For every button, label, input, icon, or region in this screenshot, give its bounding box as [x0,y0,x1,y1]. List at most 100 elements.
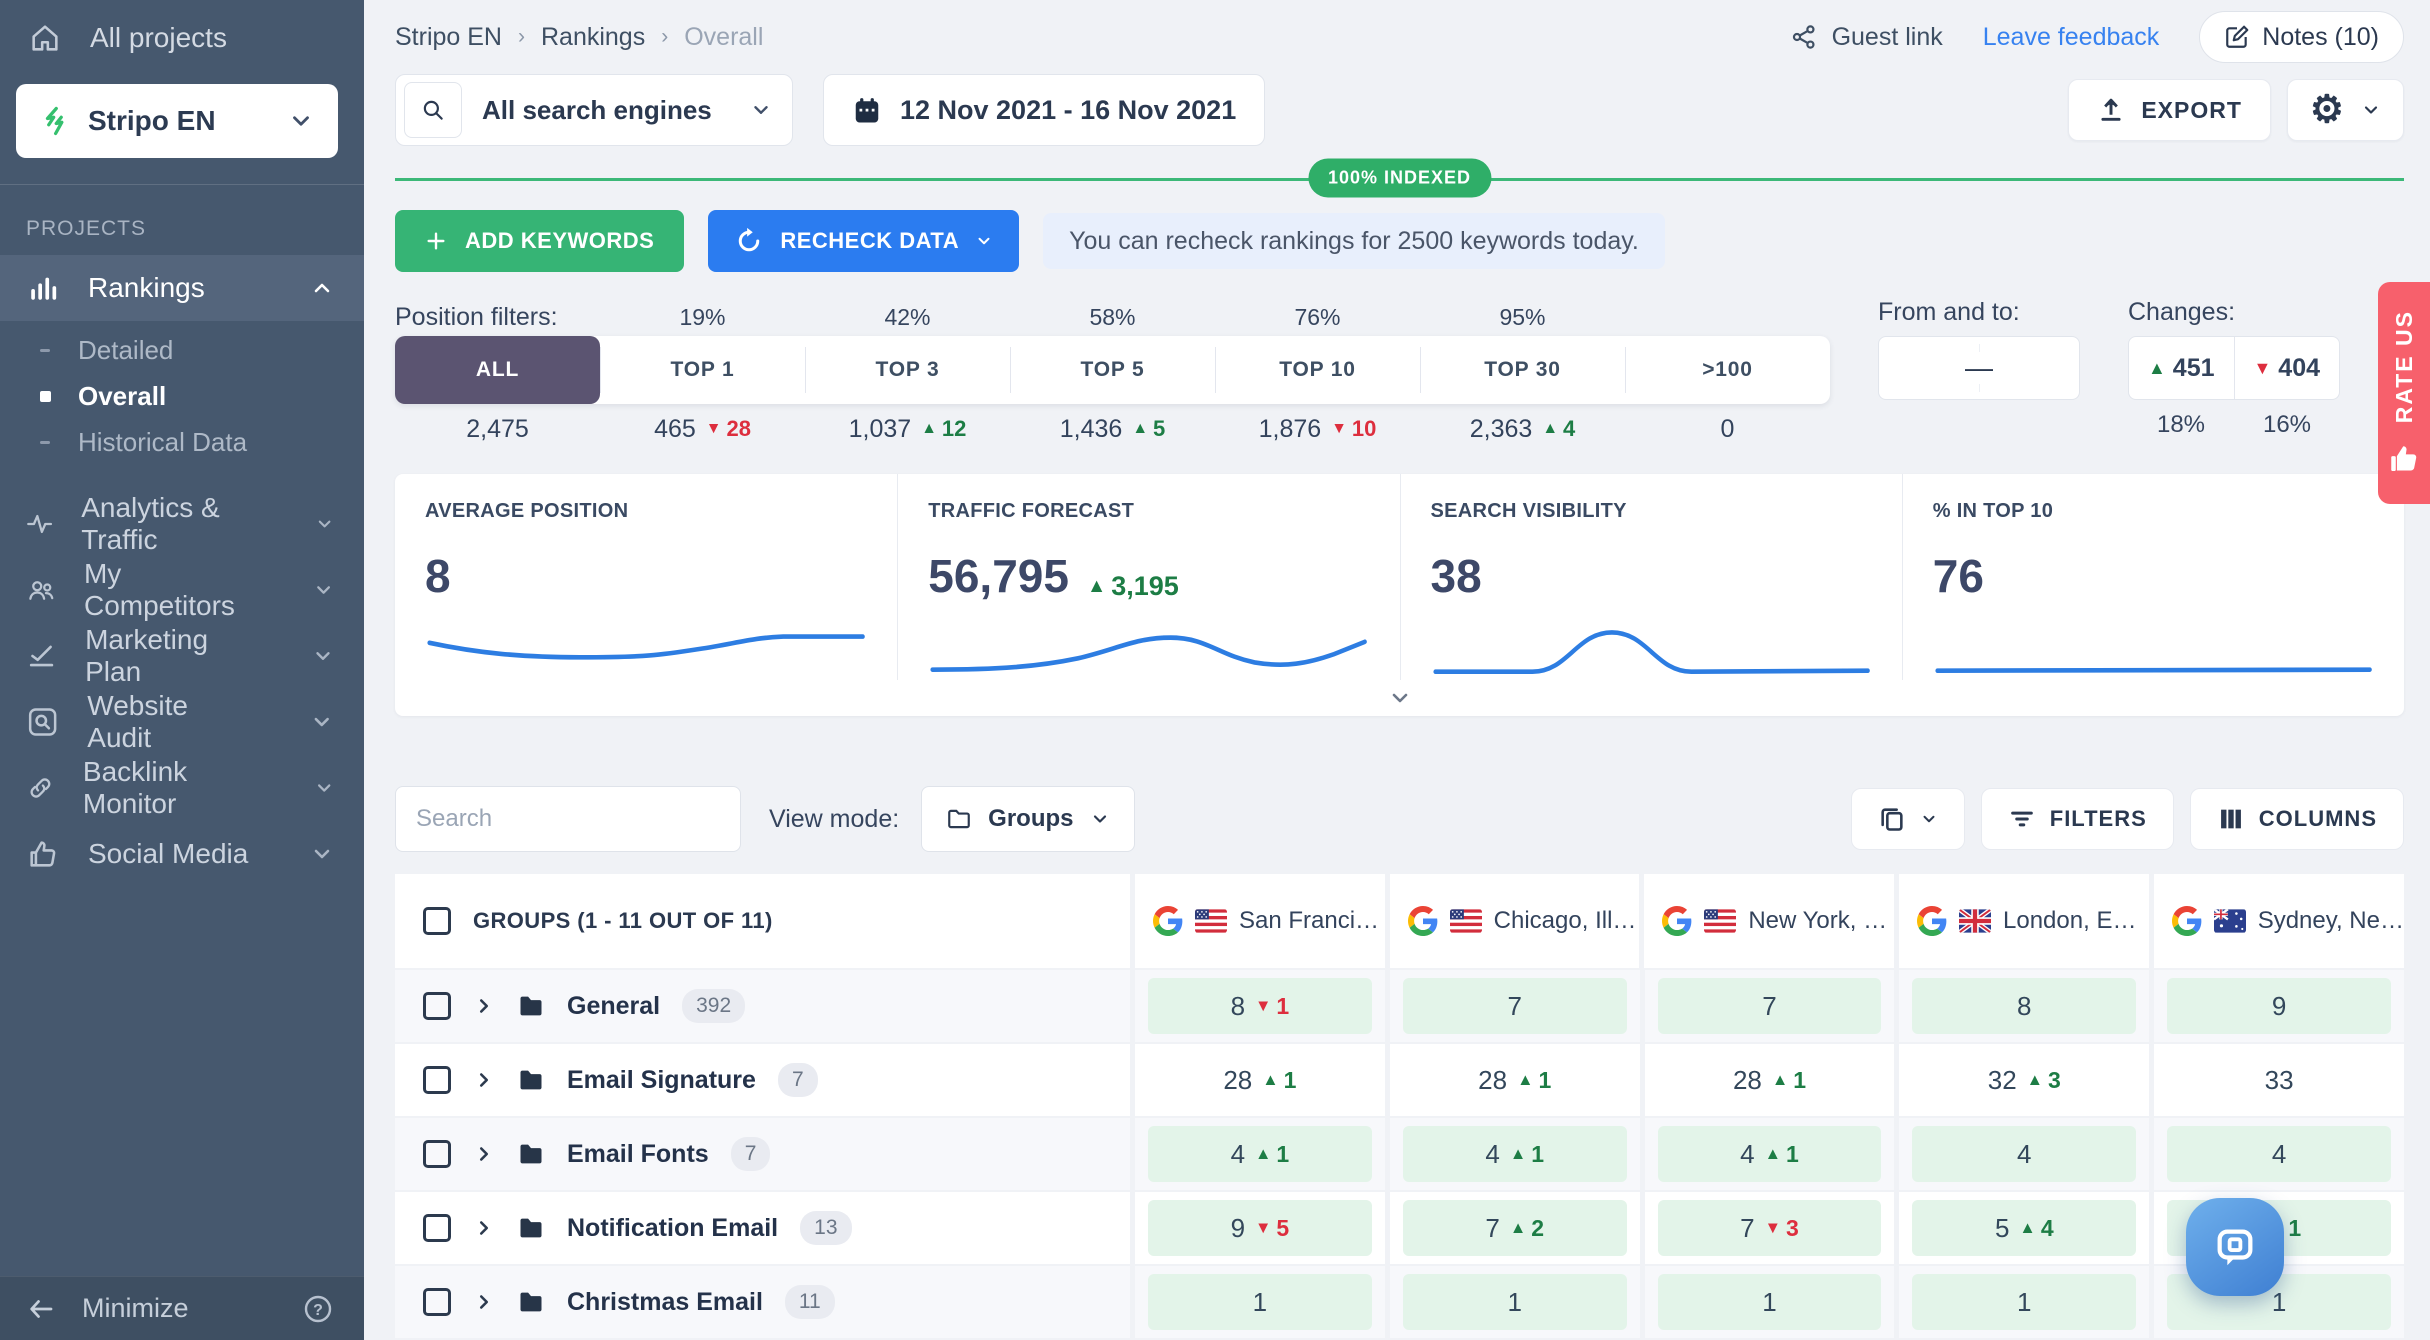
export-button[interactable]: EXPORT [2068,79,2271,142]
select-all-checkbox[interactable] [423,907,451,935]
expand-chevron-icon[interactable] [473,995,495,1017]
sidebar-item-social-media[interactable]: Social Media [0,821,364,887]
rank-cell[interactable]: 1 [1657,1274,1882,1330]
notes-button[interactable]: Notes (10) [2199,11,2404,64]
rank-cell[interactable]: 1 [1148,1274,1372,1330]
rank-cell[interactable]: 8 [1912,978,2137,1034]
folder-icon [517,1066,545,1094]
from-to-input[interactable]: — [1878,336,2080,400]
expand-chevron-icon[interactable] [473,1291,495,1313]
recheck-data-button[interactable]: RECHECK DATA [708,210,1020,272]
expand-chevron-icon[interactable] [473,1217,495,1239]
group-name[interactable]: Notification Email [567,1213,779,1242]
tab-top5[interactable]: TOP 5 [1010,336,1215,404]
rank-cell[interactable]: 95 [1148,1200,1372,1256]
card-title: SEARCH VISIBILITY [1430,500,1627,522]
expand-chevron-icon[interactable] [473,1143,495,1165]
column-header-chicago[interactable]: Chicago, Ill… [1389,874,1640,968]
column-header-sydney[interactable]: Sydney, Ne… [2153,874,2404,968]
rank-cell[interactable]: 72 [1402,1200,1627,1256]
search-engines-select[interactable]: All search engines [395,74,793,147]
rank-cell[interactable]: 323 [1912,1052,2136,1108]
group-name[interactable]: Christmas Email [567,1287,763,1316]
rank-cell[interactable]: 281 [1148,1052,1372,1108]
sidebar-item-historical-data[interactable]: Historical Data [0,419,364,465]
group-name[interactable]: Email Signature [567,1065,756,1094]
sidebar-item-overall[interactable]: Overall [0,373,364,419]
rank-cell[interactable]: 73 [1657,1200,1882,1256]
rank-cell[interactable]: 7 [1402,978,1627,1034]
sidebar-item-label: Social Media [88,838,249,869]
rank-cell[interactable]: 81 [1148,978,1372,1034]
tab-percent: 95% [1499,303,1546,330]
row-checkbox[interactable] [423,1140,451,1168]
add-keywords-button[interactable]: ADD KEYWORDS [395,210,685,272]
rank-cell[interactable]: 4 [2167,1126,2391,1182]
date-range-picker[interactable]: 12 Nov 2021 - 16 Nov 2021 [823,74,1266,147]
minimize-label: Minimize [82,1293,189,1323]
tab-all[interactable]: ALL [395,336,600,404]
all-projects-link[interactable]: All projects [0,0,364,76]
add-keywords-label: ADD KEYWORDS [465,228,655,253]
sidebar-item-marketing-plan[interactable]: Marketing Plan [0,623,364,689]
sidebar-item-rankings[interactable]: Rankings [0,255,364,321]
sidebar-item-my-competitors[interactable]: My Competitors [0,557,364,623]
changes-up: 451 [2129,337,2234,399]
google-icon [1408,906,1438,936]
chat-widget-button[interactable] [2186,1198,2284,1296]
guest-link-button[interactable]: Guest link [1790,23,1943,52]
row-checkbox[interactable] [423,1288,451,1316]
rank-cell[interactable]: 41 [1657,1126,1882,1182]
rank-cell[interactable]: 54 [1912,1200,2137,1256]
metrics-panel: AVERAGE POSITION 8 TRAFFIC FORECAST 56,7… [395,474,2404,716]
rank-cell[interactable]: 4 [1912,1126,2137,1182]
tab-count: 1,87610 [1215,415,1420,444]
sidebar-item-detailed[interactable]: Detailed [0,327,364,373]
project-selector[interactable]: Stripo EN [16,84,338,158]
tab-top1[interactable]: TOP 1 [600,336,805,404]
column-header-london[interactable]: London, E… [1899,874,2149,968]
filters-button[interactable]: FILTERS [1980,788,2174,850]
rank-cell[interactable]: 41 [1148,1126,1372,1182]
sidebar-item-label: Analytics & Traffic [81,492,220,555]
rank-cell[interactable]: 7 [1657,978,1882,1034]
breadcrumb-section[interactable]: Rankings [540,22,646,51]
collapse-metrics-button[interactable] [395,680,2404,716]
search-input[interactable] [416,805,726,833]
row-checkbox[interactable] [423,1214,451,1242]
column-header-san-francisco[interactable]: San Franci… [1135,874,1385,968]
column-header-new-york[interactable]: New York, … [1644,874,1895,968]
search-engine-filter-icon[interactable] [404,82,462,139]
breadcrumb-project[interactable]: Stripo EN [395,22,502,51]
row-checkbox[interactable] [423,1066,451,1094]
rank-cell[interactable]: 33 [2264,1064,2294,1095]
rank-cell[interactable]: 9 [2167,978,2391,1034]
rank-cell[interactable]: 1 [1402,1274,1627,1330]
sidebar-item-backlink-monitor[interactable]: Backlink Monitor [0,755,364,821]
tab-top10[interactable]: TOP 10 [1215,336,1420,404]
expand-chevron-icon[interactable] [473,1069,495,1091]
card-value: 38 [1430,550,1482,602]
tab-over100[interactable]: >100 [1625,336,1830,404]
tab-top3[interactable]: TOP 3 [805,336,1010,404]
sidebar-item-website-audit[interactable]: Website Audit [0,689,364,755]
rank-cell[interactable]: 41 [1402,1126,1627,1182]
help-icon[interactable] [302,1293,334,1325]
view-mode-select[interactable]: Groups [921,786,1135,852]
rank-cell[interactable]: 281 [1403,1052,1627,1108]
rate-us-tab[interactable]: RATE US [2378,282,2430,504]
row-checkbox[interactable] [423,992,451,1020]
settings-button[interactable]: ⚙ [2286,79,2404,142]
tab-top30[interactable]: TOP 30 [1420,336,1625,404]
rank-cell[interactable]: 1 [1912,1274,2137,1330]
group-name[interactable]: Email Fonts [567,1139,709,1168]
rank-cell[interactable]: 281 [1658,1052,1882,1108]
copy-view-button[interactable] [1850,788,1965,850]
sidebar-minimize[interactable]: Minimize [0,1276,364,1340]
columns-button[interactable]: COLUMNS [2189,788,2404,850]
keyword-count-badge: 392 [682,989,746,1023]
group-name[interactable]: General [567,991,661,1020]
sidebar-item-analytics-traffic[interactable]: Analytics & Traffic [0,491,364,557]
table-row: Christmas Email 11 1 1 1 1 1 [395,1266,2404,1338]
leave-feedback-link[interactable]: Leave feedback [1982,22,2160,51]
